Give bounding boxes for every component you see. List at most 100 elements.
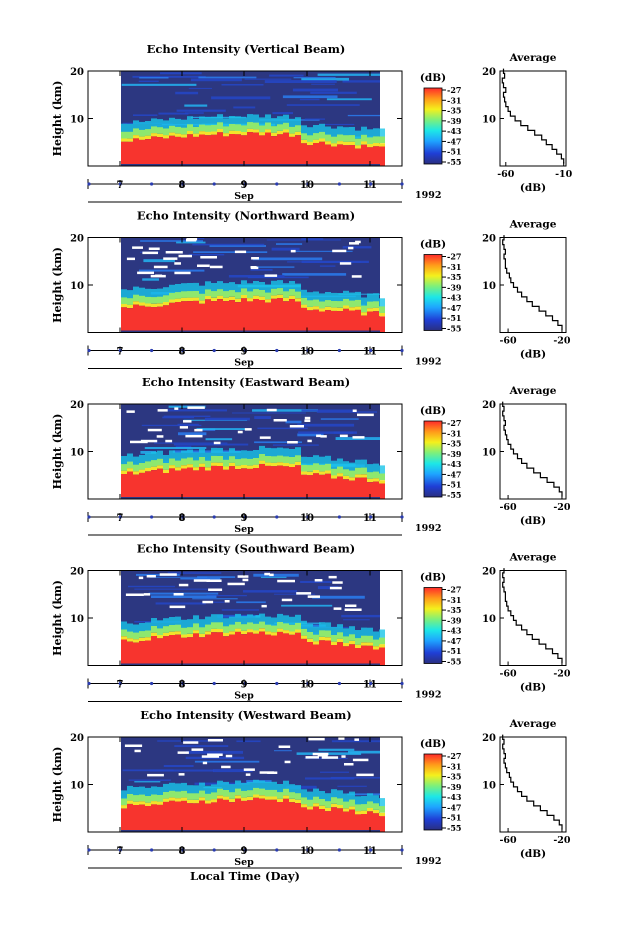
echo-transition-band — [349, 141, 355, 146]
echo-streak — [206, 595, 247, 597]
echo-mid-band — [265, 781, 271, 794]
echo-transition-band — [133, 294, 139, 302]
echo-transition-band — [349, 806, 355, 810]
echo-strong-layer — [205, 135, 211, 166]
echo-streak — [157, 740, 223, 742]
missing-data — [338, 737, 345, 740]
echo-transition-band — [301, 304, 307, 308]
echo-mid-band — [187, 449, 193, 462]
echo-streak — [292, 88, 338, 92]
echo-strong-layer — [211, 134, 217, 166]
echo-strong-layer — [337, 808, 343, 832]
echo-strong-layer — [121, 307, 127, 333]
echo-transition-band — [349, 477, 355, 481]
missing-data — [290, 249, 296, 253]
echo-strong-layer — [205, 634, 211, 666]
echo-mid-band — [355, 630, 361, 642]
echo-mid-band — [217, 281, 223, 293]
echo-streak — [304, 118, 325, 120]
echo-streak — [228, 275, 285, 278]
missing-data — [221, 765, 231, 769]
echo-strong-layer — [121, 808, 127, 832]
echo-transition-band — [295, 125, 301, 132]
echo-transition-band — [319, 131, 325, 139]
echo-streak — [149, 576, 208, 578]
echo-transition-band — [181, 291, 187, 298]
time-axis-marker — [212, 182, 216, 186]
echo-mid-band — [205, 281, 211, 294]
echo-transition-band — [343, 636, 349, 643]
echo-transition-band — [175, 126, 181, 134]
echo-strong-layer — [343, 646, 349, 666]
time-axis-marker — [150, 182, 154, 186]
colorbar-tick-label: -31 — [447, 428, 461, 438]
average-xlabel: (dB) — [520, 349, 546, 361]
y-axis-label: Height (km) — [51, 81, 64, 157]
echo-transition-band — [145, 630, 151, 638]
echo-mid-band — [379, 798, 385, 810]
echo-strong-layer — [277, 802, 283, 832]
echo-mid-band — [271, 280, 277, 293]
echo-transition-band — [175, 467, 181, 471]
echo-mid-band — [277, 613, 283, 626]
missing-data — [345, 604, 357, 607]
echo-transition-band — [139, 295, 145, 303]
echo-transition-band — [235, 621, 241, 629]
echo-strong-layer — [289, 802, 295, 832]
echo-strong-layer — [139, 305, 145, 333]
echo-streak — [221, 84, 264, 86]
echo-transition-band — [193, 127, 199, 134]
echo-mid-band — [127, 290, 133, 302]
echo-strong-layer — [187, 637, 193, 666]
echo-mid-band — [169, 117, 175, 130]
echo-strong-layer — [313, 143, 319, 166]
echo-strong-layer — [301, 638, 307, 666]
colorbar-tick-label: -35 — [447, 772, 461, 782]
echo-strong-layer — [325, 144, 331, 166]
missing-data — [183, 420, 192, 423]
echo-mid-band — [181, 619, 187, 632]
echo-strong-layer — [295, 632, 301, 666]
echo-transition-band — [241, 797, 247, 801]
echo-streak — [172, 450, 241, 453]
echo-transition-band — [331, 301, 337, 308]
echo-mid-band — [151, 289, 157, 301]
echo-streak — [142, 278, 159, 281]
colorbar-tick-label: -43 — [447, 293, 462, 303]
echo-transition-band — [337, 473, 343, 477]
echo-transition-band — [367, 137, 373, 145]
echo-transition-band — [295, 793, 301, 800]
month-label: Sep — [234, 857, 254, 868]
average-profile-line — [502, 401, 563, 497]
echo-transition-band — [379, 473, 385, 481]
missing-data — [202, 761, 208, 765]
echo-transition-band — [259, 621, 265, 629]
echo-streak — [192, 598, 238, 600]
echo-strong-layer — [295, 135, 301, 166]
time-axis-marker — [181, 182, 185, 186]
echo-transition-band — [235, 788, 241, 796]
echo-streak — [347, 114, 380, 117]
echo-streak — [253, 266, 295, 268]
time-axis-marker — [306, 515, 310, 519]
echo-mid-band — [133, 120, 139, 133]
echo-streak — [185, 756, 245, 760]
echo-strong-layer — [145, 471, 151, 499]
echo-mid-band — [349, 127, 355, 139]
echo-mid-band — [325, 793, 331, 806]
echo-strong-layer — [343, 145, 349, 166]
y-tick-label: 20 — [70, 400, 84, 411]
panel-2: Echo Intensity (Northward Beam) Height (k… — [51, 209, 571, 369]
echo-mid-band — [295, 614, 301, 627]
echo-mid-band — [259, 780, 265, 793]
echo-strong-layer — [319, 141, 325, 166]
echo-transition-band — [289, 457, 295, 464]
echo-transition-band — [217, 629, 223, 633]
echo-streak — [337, 785, 367, 787]
echo-transition-band — [247, 790, 253, 797]
colorbar-tick-label: -43 — [447, 792, 462, 802]
echo-transition-band — [277, 628, 283, 632]
echo-transition-band — [373, 136, 379, 143]
echo-transition-band — [127, 131, 133, 139]
echo-mid-band — [373, 795, 379, 808]
